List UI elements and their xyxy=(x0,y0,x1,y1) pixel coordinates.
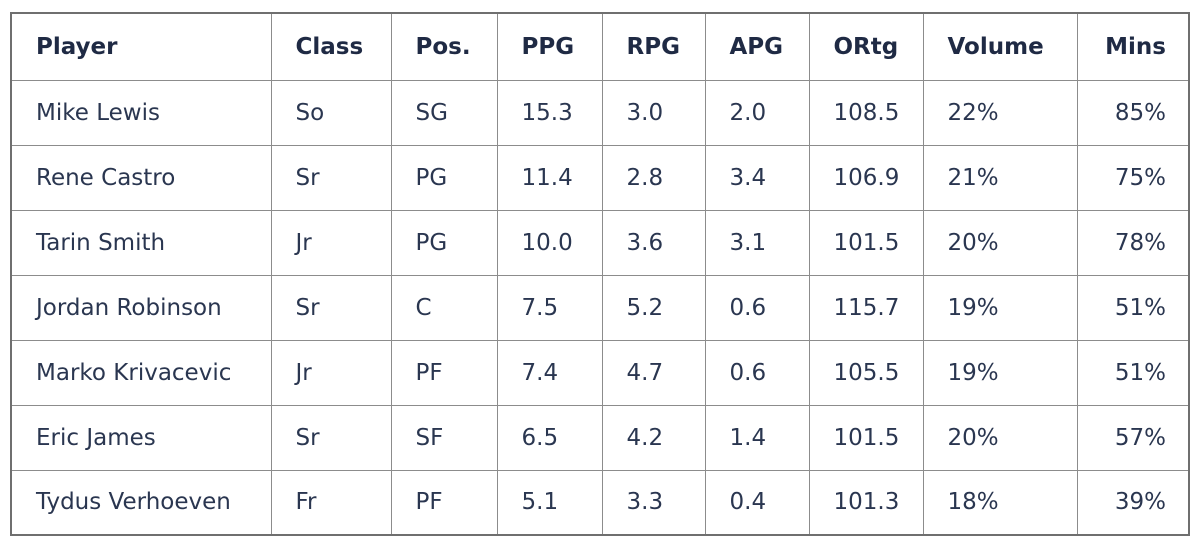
cell-volume: 20% xyxy=(922,404,1078,471)
cell-pos: SG xyxy=(390,79,498,146)
cell-rpg: 4.7 xyxy=(601,339,706,406)
cell-player: Mike Lewis xyxy=(10,79,272,146)
header-ortg: ORtg xyxy=(808,12,924,81)
cell-apg: 0.4 xyxy=(704,469,810,536)
player-stats-table: Player Class Pos. PPG RPG APG ORtg Volum… xyxy=(10,12,1190,536)
cell-ortg: 101.5 xyxy=(808,404,924,471)
table-row: Tydus Verhoeven Fr PF 5.1 3.3 0.4 101.3 … xyxy=(10,469,1190,536)
cell-ortg: 106.9 xyxy=(808,144,924,211)
cell-class: Sr xyxy=(270,274,392,341)
cell-apg: 1.4 xyxy=(704,404,810,471)
cell-player: Jordan Robinson xyxy=(10,274,272,341)
cell-volume: 19% xyxy=(922,339,1078,406)
cell-class: Fr xyxy=(270,469,392,536)
cell-volume: 19% xyxy=(922,274,1078,341)
cell-ppg: 7.4 xyxy=(496,339,603,406)
cell-pos: PF xyxy=(390,469,498,536)
table-row: Rene Castro Sr PG 11.4 2.8 3.4 106.9 21%… xyxy=(10,144,1190,211)
header-player: Player xyxy=(10,12,272,81)
cell-player: Rene Castro xyxy=(10,144,272,211)
cell-volume: 20% xyxy=(922,209,1078,276)
cell-ppg: 5.1 xyxy=(496,469,603,536)
cell-player: Tarin Smith xyxy=(10,209,272,276)
table-header-row: Player Class Pos. PPG RPG APG ORtg Volum… xyxy=(10,12,1190,81)
cell-apg: 2.0 xyxy=(704,79,810,146)
cell-mins: 57% xyxy=(1076,404,1190,471)
header-mins: Mins xyxy=(1076,12,1190,81)
cell-class: So xyxy=(270,79,392,146)
cell-rpg: 2.8 xyxy=(601,144,706,211)
cell-apg: 0.6 xyxy=(704,274,810,341)
cell-volume: 22% xyxy=(922,79,1078,146)
table-row: Marko Krivacevic Jr PF 7.4 4.7 0.6 105.5… xyxy=(10,339,1190,406)
table-row: Eric James Sr SF 6.5 4.2 1.4 101.5 20% 5… xyxy=(10,404,1190,471)
cell-ppg: 10.0 xyxy=(496,209,603,276)
header-class: Class xyxy=(270,12,392,81)
header-ppg: PPG xyxy=(496,12,603,81)
cell-class: Sr xyxy=(270,144,392,211)
cell-rpg: 3.0 xyxy=(601,79,706,146)
cell-pos: C xyxy=(390,274,498,341)
cell-volume: 21% xyxy=(922,144,1078,211)
cell-apg: 3.4 xyxy=(704,144,810,211)
cell-rpg: 3.3 xyxy=(601,469,706,536)
cell-rpg: 5.2 xyxy=(601,274,706,341)
cell-ppg: 15.3 xyxy=(496,79,603,146)
header-rpg: RPG xyxy=(601,12,706,81)
table-row: Tarin Smith Jr PG 10.0 3.6 3.1 101.5 20%… xyxy=(10,209,1190,276)
cell-rpg: 4.2 xyxy=(601,404,706,471)
stats-table-container: Player Class Pos. PPG RPG APG ORtg Volum… xyxy=(10,12,1190,536)
cell-pos: PG xyxy=(390,144,498,211)
cell-mins: 85% xyxy=(1076,79,1190,146)
cell-ortg: 108.5 xyxy=(808,79,924,146)
cell-pos: PF xyxy=(390,339,498,406)
cell-mins: 78% xyxy=(1076,209,1190,276)
table-row: Mike Lewis So SG 15.3 3.0 2.0 108.5 22% … xyxy=(10,79,1190,146)
cell-mins: 51% xyxy=(1076,339,1190,406)
cell-ortg: 115.7 xyxy=(808,274,924,341)
cell-rpg: 3.6 xyxy=(601,209,706,276)
cell-player: Eric James xyxy=(10,404,272,471)
cell-ortg: 105.5 xyxy=(808,339,924,406)
cell-volume: 18% xyxy=(922,469,1078,536)
cell-ortg: 101.5 xyxy=(808,209,924,276)
cell-mins: 75% xyxy=(1076,144,1190,211)
cell-apg: 0.6 xyxy=(704,339,810,406)
cell-ppg: 6.5 xyxy=(496,404,603,471)
cell-player: Marko Krivacevic xyxy=(10,339,272,406)
cell-mins: 39% xyxy=(1076,469,1190,536)
cell-class: Jr xyxy=(270,209,392,276)
cell-mins: 51% xyxy=(1076,274,1190,341)
header-volume: Volume xyxy=(922,12,1078,81)
cell-ortg: 101.3 xyxy=(808,469,924,536)
table-row: Jordan Robinson Sr C 7.5 5.2 0.6 115.7 1… xyxy=(10,274,1190,341)
cell-apg: 3.1 xyxy=(704,209,810,276)
cell-class: Jr xyxy=(270,339,392,406)
header-apg: APG xyxy=(704,12,810,81)
cell-ppg: 11.4 xyxy=(496,144,603,211)
header-pos: Pos. xyxy=(390,12,498,81)
cell-pos: SF xyxy=(390,404,498,471)
cell-ppg: 7.5 xyxy=(496,274,603,341)
cell-player: Tydus Verhoeven xyxy=(10,469,272,536)
cell-pos: PG xyxy=(390,209,498,276)
cell-class: Sr xyxy=(270,404,392,471)
